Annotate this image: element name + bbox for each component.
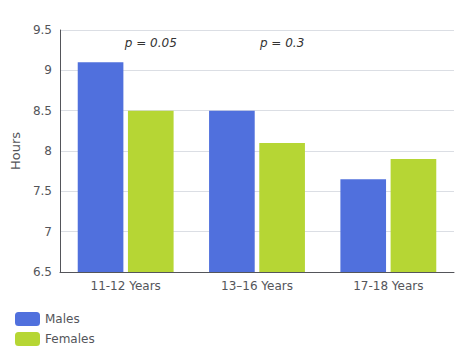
svg-text:8: 8 (44, 144, 52, 158)
svg-text:Males: Males (45, 312, 80, 326)
svg-text:9: 9 (44, 63, 52, 77)
svg-text:9.5: 9.5 (33, 23, 52, 37)
svg-text:8.5: 8.5 (33, 104, 52, 118)
svg-text:7: 7 (44, 225, 52, 239)
svg-text:6.5: 6.5 (33, 265, 52, 279)
svg-text:p = 0.05: p = 0.05 (124, 36, 177, 50)
svg-text:Hours: Hours (8, 132, 23, 170)
svg-text:17-18 Years: 17-18 Years (353, 279, 423, 293)
svg-text:11-12 Years: 11-12 Years (90, 279, 160, 293)
svg-text:p = 0.3: p = 0.3 (259, 36, 304, 50)
svg-text:7.5: 7.5 (33, 184, 52, 198)
svg-text:13–16 Years: 13–16 Years (221, 279, 293, 293)
svg-text:Females: Females (45, 332, 95, 346)
